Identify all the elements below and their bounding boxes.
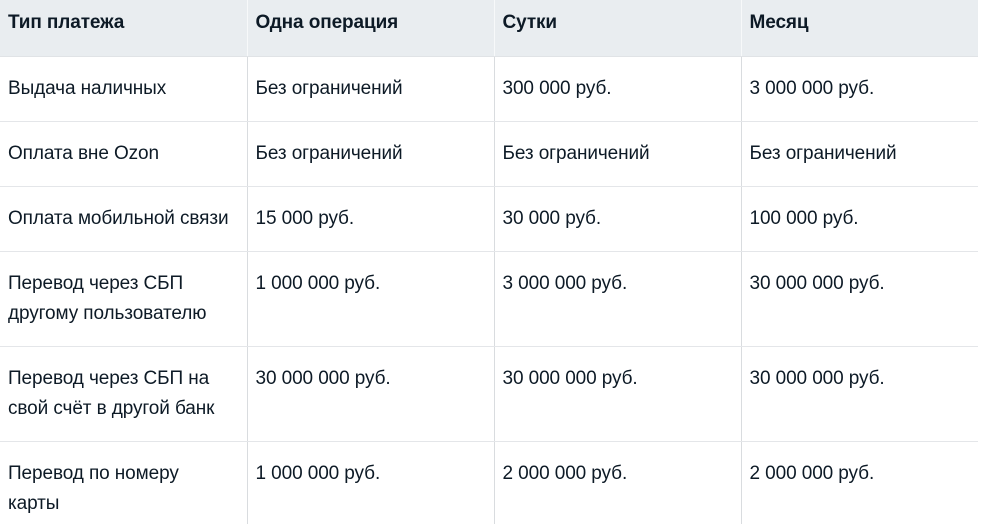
- cell-payment-type: Оплата вне Ozon: [0, 121, 247, 187]
- cell-per-operation: 30 000 000 руб.: [246, 346, 494, 442]
- table-row: Перевод через СБП на свой счёт в другой …: [0, 346, 978, 442]
- table-row: Оплата вне Ozon Без ограничений Без огра…: [0, 121, 978, 187]
- cell-payment-type: Перевод по номеру карты: [8, 463, 179, 514]
- cell-per-day: 300 000 руб.: [493, 56, 741, 122]
- cell-per-day: Без ограничений: [493, 121, 741, 187]
- cell-per-day: 3 000 000 руб.: [493, 251, 741, 347]
- cell-per-day: 30 000 руб.: [493, 186, 741, 252]
- cell-per-month: 30 000 000 руб.: [740, 251, 978, 347]
- table-row: Перевод через СБП другому пользователю 1…: [0, 251, 978, 347]
- cell-per-month: 100 000 руб.: [740, 186, 978, 252]
- table-row: Оплата мобильной связи 15 000 руб. 30 00…: [0, 186, 978, 252]
- cell-per-day: 30 000 000 руб.: [493, 346, 741, 442]
- cell-per-day: 2 000 000 руб.: [493, 441, 741, 524]
- cell-per-month: 3 000 000 руб.: [740, 56, 978, 122]
- column-header-payment-type: Тип платежа: [0, 0, 247, 57]
- cell-payment-type: Перевод через СБП на свой счёт в другой …: [0, 346, 247, 442]
- cell-per-month: 30 000 000 руб.: [740, 346, 978, 442]
- table-row: Выдача наличных Без ограничений 300 000 …: [0, 56, 978, 122]
- cell-payment-type: Перевод через СБП другому пользователю: [0, 251, 247, 347]
- cell-payment-type: Оплата мобильной связи: [0, 186, 247, 252]
- cell-per-operation: 1 000 000 руб.: [246, 441, 494, 524]
- column-header-per-operation: Одна операция: [246, 0, 494, 57]
- table-row: Перевод по номеру карты 1 000 000 руб. 2…: [0, 441, 978, 524]
- header-row: Тип платежа Одна операция Сутки Месяц: [0, 0, 978, 57]
- cell-per-month: 2 000 000 руб.: [740, 441, 978, 524]
- cell-per-operation: 15 000 руб.: [246, 186, 494, 252]
- cell-per-operation: 1 000 000 руб.: [246, 251, 494, 347]
- cell-per-month: Без ограничений: [740, 121, 978, 187]
- column-header-per-month: Месяц: [740, 0, 978, 57]
- cell-payment-type: Выдача наличных: [0, 56, 247, 122]
- column-header-per-day: Сутки: [493, 0, 741, 57]
- cell-per-operation: Без ограничений: [246, 56, 494, 122]
- cell-per-operation: Без ограничений: [246, 121, 494, 187]
